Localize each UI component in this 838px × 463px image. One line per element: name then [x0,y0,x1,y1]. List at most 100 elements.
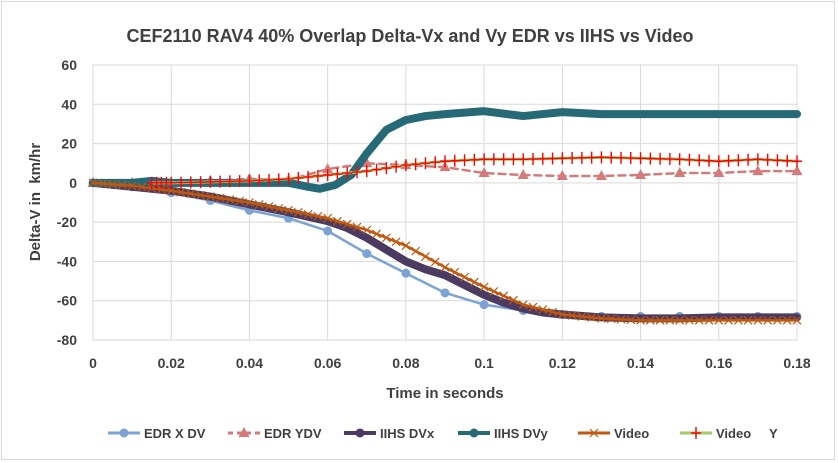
data-point [185,176,196,189]
data-point [489,286,499,296]
data-point [723,154,734,167]
data-point [626,315,636,325]
data-point [362,249,372,259]
data-point [557,152,568,165]
data-point [547,152,558,165]
data-point [625,152,636,165]
data-point [313,211,323,221]
x-tick-label: 0.18 [783,355,810,371]
data-point [322,169,333,181]
data-point [733,315,743,325]
legend-marker [355,428,365,438]
data-point [556,169,568,180]
data-point [244,174,255,187]
data-point [459,154,470,167]
data-point [440,262,450,272]
y-tick-label: 40 [61,96,77,112]
data-point [235,196,245,206]
legend-item: EDR YDV [228,426,322,441]
data-point [537,152,548,165]
data-point [782,315,792,325]
data-point [752,165,764,176]
data-point [421,252,430,261]
x-axis-label: Time in seconds [386,385,503,402]
data-point [157,185,166,194]
data-point [323,226,333,236]
data-point [332,168,343,181]
series-line [89,178,801,323]
data-point [215,193,225,203]
data-point [752,153,763,166]
data-point [234,175,245,188]
legend-marker [238,427,250,437]
data-point [264,202,274,211]
data-point [98,179,108,189]
data-point [420,157,431,170]
data-point [205,192,215,202]
data-point [782,154,793,167]
data-point [381,233,391,243]
data-point [685,315,694,325]
data-point [567,311,577,320]
data-point [362,225,372,235]
data-point [664,153,675,166]
data-point [606,314,616,324]
series-lines [87,107,803,325]
data-point [763,315,773,325]
data-point [674,167,686,178]
data-point [401,268,411,278]
data-point [225,195,235,204]
y-axis-label: Delta-V in km/hr [27,143,44,262]
series-video [88,178,802,325]
data-point [528,302,538,312]
y-tick-label: 20 [61,136,77,152]
data-point [176,176,186,189]
series-video-y [146,151,802,189]
legend-marker [469,428,479,438]
data-point [733,154,744,167]
data-point [616,314,626,324]
data-point [303,209,313,219]
data-point [440,155,450,168]
data-point [773,315,782,325]
data-point [108,179,117,189]
data-point [361,157,373,168]
legend-item: EDR X DV [108,426,206,441]
data-point [274,203,284,213]
legend-label: EDR X DV [144,426,206,441]
data-point [596,151,607,164]
data-point [772,154,783,167]
series-line [91,181,799,322]
data-point [479,153,490,166]
data-point [645,315,655,325]
data-point [401,241,411,251]
x-tick-label: 0.16 [705,355,732,371]
data-point [381,162,392,175]
data-point [303,170,314,183]
data-point [342,219,352,229]
data-point [293,207,303,217]
series-iihs-dvy [89,107,801,193]
data-point [557,310,567,319]
series-iihs-dvx [89,178,801,323]
data-point [245,198,254,207]
data-point [323,213,333,223]
data-point [478,167,490,178]
data-point [655,152,666,165]
data-point [616,151,626,164]
x-tick-label: 0.1 [474,355,494,371]
series-edr-x-dv [88,178,802,321]
data-point [322,163,334,174]
legend-item: IIHS DVy [458,426,548,441]
data-point [333,216,342,226]
data-point [528,153,538,166]
x-tick-label: 0.12 [549,355,576,371]
data-point [479,300,489,310]
data-point [342,167,353,180]
data-point [595,169,607,180]
data-point [371,163,382,176]
data-point [117,180,127,190]
data-point [186,189,196,199]
data-point [205,175,216,188]
